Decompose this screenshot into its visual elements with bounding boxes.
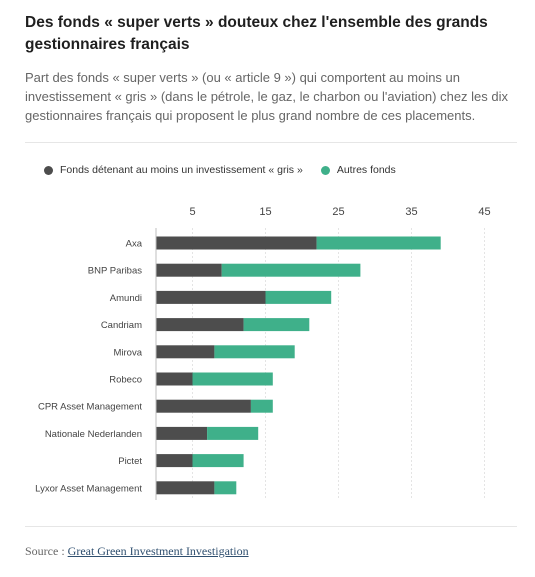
category-label: BNP Paribas xyxy=(88,266,142,277)
divider xyxy=(25,526,517,527)
bar-segment-other xyxy=(207,426,259,440)
category-label: Axa xyxy=(126,239,143,250)
category-label: Mirova xyxy=(113,347,142,358)
bar-segment-gray xyxy=(156,345,215,359)
category-label: Candriam xyxy=(101,320,142,331)
x-tick-label: 15 xyxy=(259,206,271,218)
bar-segment-other xyxy=(214,481,237,495)
bar-segment-gray xyxy=(156,263,222,277)
chart-title: Des fonds « super verts » douteux chez l… xyxy=(25,14,488,53)
legend-swatch-gray xyxy=(44,165,53,175)
legend-label-gray: Fonds détenant au moins un investissemen… xyxy=(60,164,303,176)
bar-segment-gray xyxy=(156,426,208,440)
category-label: Pictet xyxy=(118,456,142,467)
bar-chart: 5 15 25 35 45 Axa BNP Paribas Amundi Candriam Mir… xyxy=(35,206,491,500)
bar-segment-gray xyxy=(156,372,193,386)
category-label: Amundi xyxy=(110,293,142,304)
bar-segment-other xyxy=(214,345,295,359)
bar-segment-other xyxy=(192,454,244,468)
bar-segment-gray xyxy=(156,290,266,304)
source-link[interactable]: Great Green Investment Investigation xyxy=(67,544,249,558)
bar-segment-other xyxy=(221,263,361,277)
bar-segment-other xyxy=(243,318,310,332)
legend-item-gray: Fonds détenant au moins un investissemen… xyxy=(44,164,303,176)
divider xyxy=(25,142,517,143)
legend-label-other: Autres fonds xyxy=(336,164,396,176)
bar-segment-other xyxy=(250,399,273,413)
bar-segment-gray xyxy=(156,481,215,495)
bar-segment-other xyxy=(192,372,273,386)
bar-segment-other xyxy=(265,290,332,304)
category-label: Lyxor Asset Management xyxy=(35,483,142,494)
legend: Fonds détenant au moins un investissemen… xyxy=(44,164,414,176)
legend-item-other: Autres fonds xyxy=(320,164,396,176)
bar-segment-gray xyxy=(156,236,317,250)
x-tick-label: 5 xyxy=(189,206,195,218)
x-tick-label: 45 xyxy=(478,206,490,218)
x-tick-label: 25 xyxy=(332,206,344,218)
category-label: Nationale Nederlanden xyxy=(45,429,142,440)
bar-segment-gray xyxy=(156,318,244,332)
category-label: Robeco xyxy=(109,375,142,386)
legend-swatch-other xyxy=(320,165,330,175)
source-prefix: Source : xyxy=(25,544,65,558)
x-tick-label: 35 xyxy=(405,206,417,218)
source: Source : Great Green Investment Investig… xyxy=(25,544,249,559)
bar-segment-gray xyxy=(156,454,193,468)
chart-subtitle: Part des fonds « super verts » (ou « art… xyxy=(25,70,509,123)
bar-segment-other xyxy=(316,236,441,250)
bar-segment-gray xyxy=(156,399,251,413)
category-label: CPR Asset Management xyxy=(38,402,142,413)
